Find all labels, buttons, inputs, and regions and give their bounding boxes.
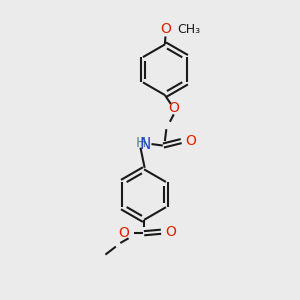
Text: H: H — [136, 136, 146, 151]
Text: O: O — [168, 101, 179, 116]
Text: CH₃: CH₃ — [177, 23, 200, 36]
Text: O: O — [166, 225, 176, 239]
Text: O: O — [186, 134, 196, 148]
Text: O: O — [160, 22, 171, 36]
Text: N: N — [139, 136, 151, 152]
Text: O: O — [118, 226, 129, 240]
